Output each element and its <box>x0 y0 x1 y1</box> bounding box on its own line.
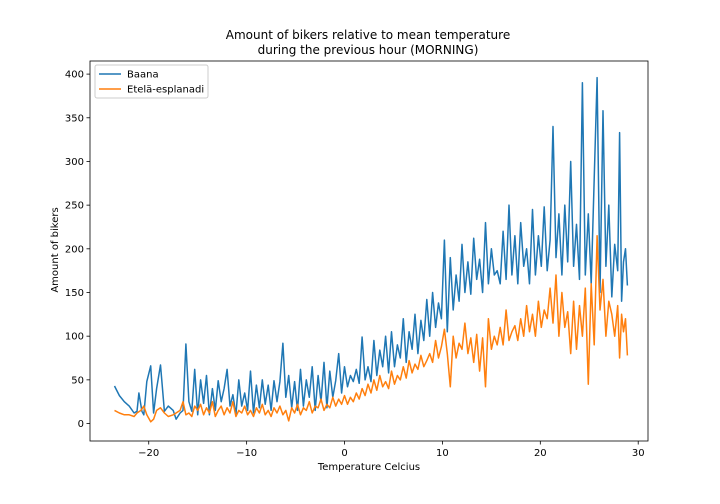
y-tick-label: 0 <box>78 419 84 430</box>
series-layer <box>113 76 629 423</box>
y-tick-label: 400 <box>65 70 84 81</box>
x-axis-label: Temperature Celcius <box>317 462 420 473</box>
y-tick-label: 50 <box>71 375 84 386</box>
plot-frame <box>89 60 649 442</box>
legend-label-baana: Baana <box>127 70 159 81</box>
x-tick-label: 30 <box>632 448 645 459</box>
y-tick-label: 200 <box>65 244 84 255</box>
series-line-etela-esplanadi <box>114 234 629 423</box>
legend-box <box>94 64 209 99</box>
chart-title-line2: during the previous hour (MORNING) <box>258 43 479 57</box>
chart-title-line1: Amount of bikers relative to mean temper… <box>226 28 510 42</box>
series-line-baana <box>113 76 629 420</box>
x-tick-label: 0 <box>341 448 347 459</box>
legend: Baana Etelä-esplanadi <box>94 64 209 99</box>
y-axis-label: Amount of bikers <box>50 207 61 292</box>
y-tick-label: 350 <box>65 113 84 124</box>
x-tick-label: 10 <box>436 448 449 459</box>
x-tick-label: −10 <box>236 448 257 459</box>
y-tick-label: 250 <box>65 201 84 212</box>
x-tick-label: 20 <box>534 448 547 459</box>
y-tick-label: 150 <box>65 288 84 299</box>
x-tick-label: −20 <box>138 448 159 459</box>
legend-label-etela-esplanadi: Etelä-esplanadi <box>127 85 204 96</box>
y-tick-label: 300 <box>65 157 84 168</box>
y-tick-label: 100 <box>65 332 84 343</box>
